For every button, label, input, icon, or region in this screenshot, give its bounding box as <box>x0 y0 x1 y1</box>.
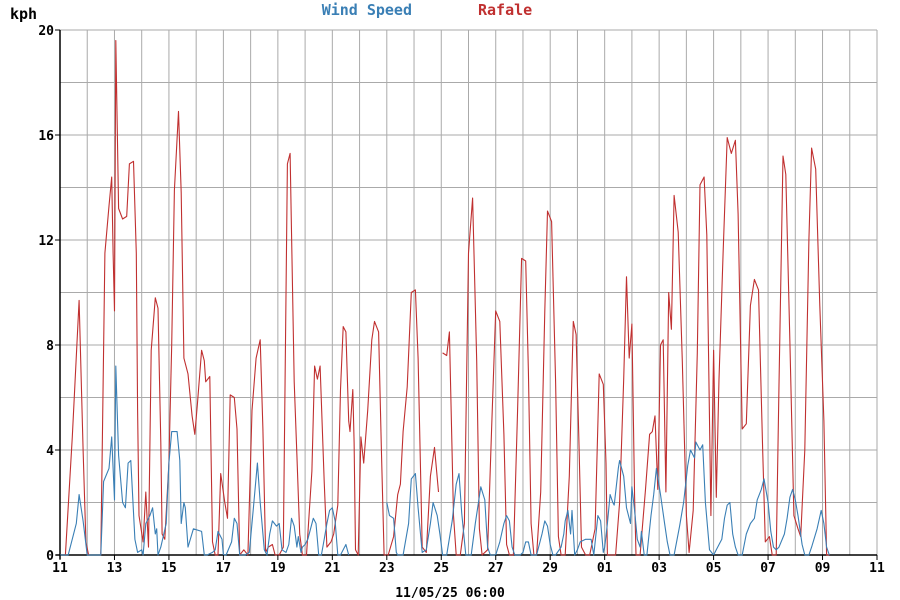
x-tick-label: 03 <box>651 561 667 576</box>
x-tick-label: 17 <box>216 561 232 576</box>
x-tick-label: 09 <box>815 561 831 576</box>
x-tick-label: 29 <box>542 561 558 576</box>
x-tick-label: 15 <box>161 561 177 576</box>
x-tick-label: 23 <box>379 561 395 576</box>
y-tick-label: 4 <box>46 444 54 459</box>
x-tick-label: 07 <box>760 561 776 576</box>
labels: 0 4 8 12 16 20 11 13 15 17 19 21 23 25 27 29 01 03 05 07 09 1… <box>38 24 885 576</box>
legend-rafale: Rafale <box>478 1 532 19</box>
x-tick-label: 01 <box>597 561 613 576</box>
y-tick-label: 16 <box>38 129 54 144</box>
x-tick-label: 11 <box>869 561 885 576</box>
y-tick-label: 8 <box>46 339 54 354</box>
x-tick-label: 19 <box>270 561 286 576</box>
y-tick-label: 12 <box>38 234 54 249</box>
y-tick-label: 0 <box>46 549 54 564</box>
x-tick-label: 25 <box>433 561 449 576</box>
rafale-line-segment-2 <box>442 137 830 556</box>
x-tick-label: 21 <box>325 561 341 576</box>
y-tick-label: 20 <box>38 24 54 39</box>
wind-speed-line-segment-2 <box>386 441 830 556</box>
axes <box>56 30 877 559</box>
x-tick-label: 05 <box>706 561 722 576</box>
x-tick-label: 13 <box>107 561 123 576</box>
wind-speed-line-segment-1 <box>60 365 350 556</box>
y-unit-label: kph <box>10 5 37 23</box>
x-axis-title: 11/05/25 06:00 <box>395 586 505 600</box>
grid <box>59 29 878 556</box>
x-tick-label: 11 <box>52 561 68 576</box>
series-layer <box>60 39 830 556</box>
legend-wind-speed: Wind Speed <box>322 1 412 19</box>
x-tick-label: 27 <box>488 561 504 576</box>
rafale-line-segment-1 <box>60 39 440 556</box>
